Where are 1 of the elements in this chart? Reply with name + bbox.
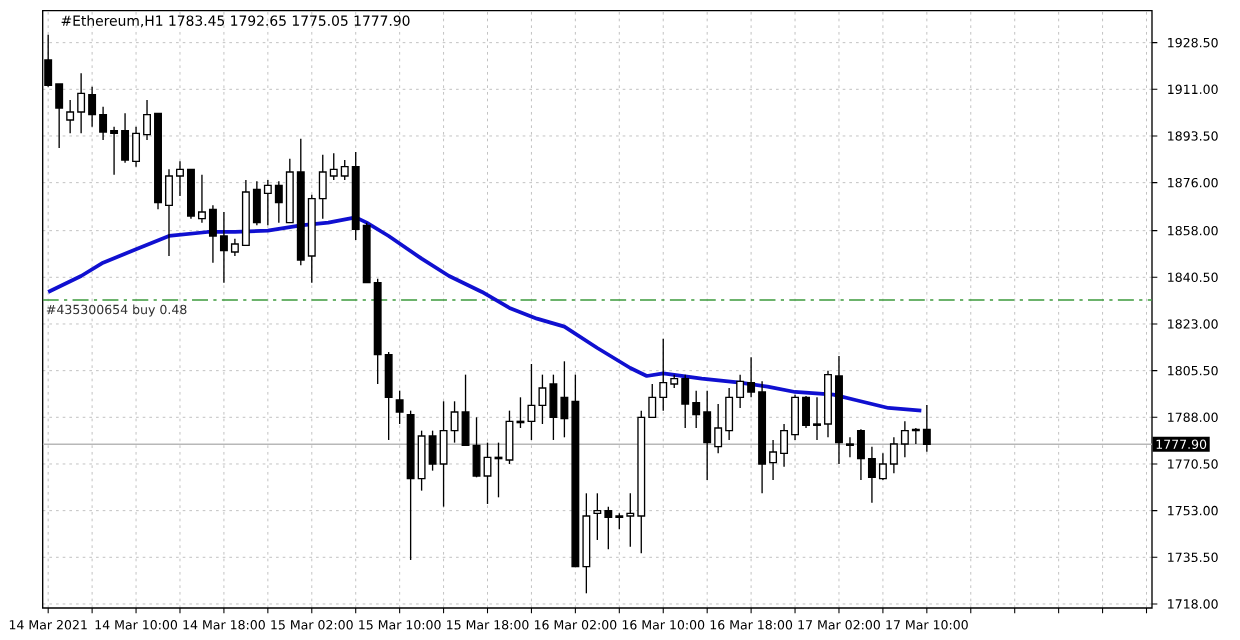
candlestick [395, 389, 404, 425]
